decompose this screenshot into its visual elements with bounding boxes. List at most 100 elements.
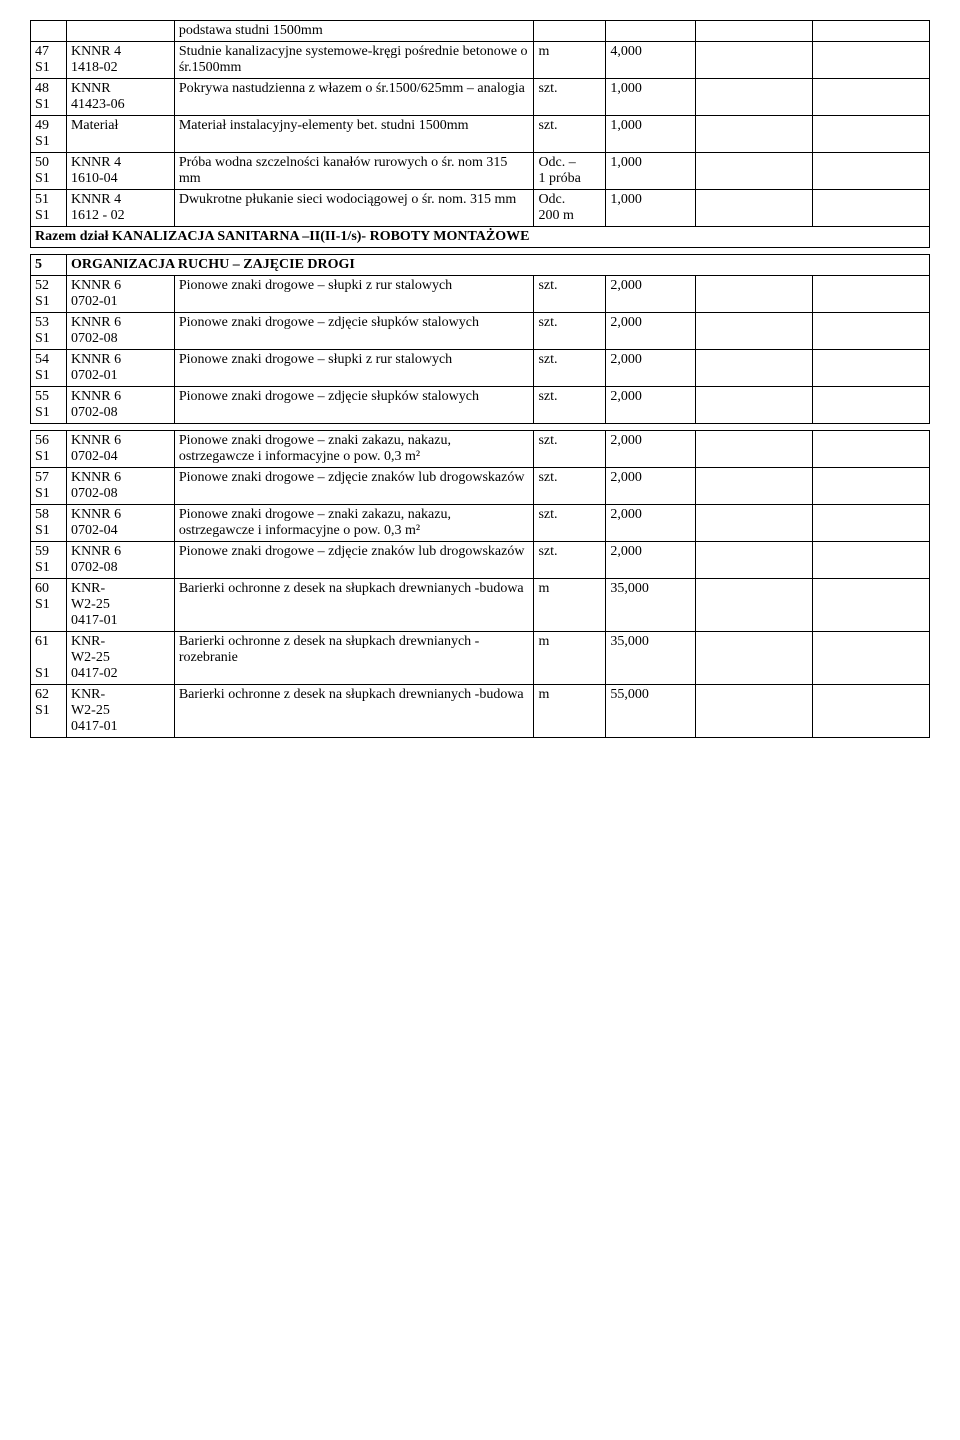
table-row: 53S1KNNR 60702-08Pionowe znaki drogowe –… [31, 313, 930, 350]
row-num: 58S1 [31, 505, 67, 542]
row-empty2 [813, 350, 930, 387]
row-code: KNNR 60702-08 [66, 313, 174, 350]
row-empty1 [696, 468, 813, 505]
row-qty: 2,000 [606, 468, 696, 505]
cost-estimate-table-3: 56S1KNNR 60702-04Pionowe znaki drogowe –… [30, 430, 930, 738]
row-empty1 [696, 313, 813, 350]
row-unit: szt. [534, 313, 606, 350]
row-empty1 [696, 21, 813, 42]
row-code: KNNR 60702-08 [66, 542, 174, 579]
row-desc: Pionowe znaki drogowe – zdjęcie znaków l… [174, 542, 534, 579]
row-qty: 35,000 [606, 579, 696, 632]
row-qty: 2,000 [606, 276, 696, 313]
row-empty1 [696, 387, 813, 424]
row-desc: Dwukrotne płukanie sieci wodociągowej o … [174, 190, 534, 227]
row-desc: Pionowe znaki drogowe – zdjęcie słupków … [174, 387, 534, 424]
row-unit: szt. [534, 350, 606, 387]
row-code [66, 21, 174, 42]
table-row: 56S1KNNR 60702-04Pionowe znaki drogowe –… [31, 431, 930, 468]
row-num: 53S1 [31, 313, 67, 350]
row-qty: 2,000 [606, 542, 696, 579]
row-unit: szt. [534, 116, 606, 153]
row-empty2 [813, 632, 930, 685]
row-code: Materiał [66, 116, 174, 153]
row-qty: 1,000 [606, 190, 696, 227]
row-empty1 [696, 350, 813, 387]
row-qty: 2,000 [606, 350, 696, 387]
row-num: 52S1 [31, 276, 67, 313]
row-code: KNR-W2-250417-01 [66, 579, 174, 632]
row-empty2 [813, 276, 930, 313]
row-qty: 4,000 [606, 42, 696, 79]
row-qty: 1,000 [606, 116, 696, 153]
table-row: 61S1KNR-W2-250417-02Barierki ochronne z … [31, 632, 930, 685]
row-empty2 [813, 42, 930, 79]
row-num: 59S1 [31, 542, 67, 579]
row-empty1 [696, 579, 813, 632]
row-code: KNNR 60702-01 [66, 276, 174, 313]
row-empty2 [813, 431, 930, 468]
row-qty: 1,000 [606, 79, 696, 116]
row-qty: 35,000 [606, 632, 696, 685]
row-qty: 2,000 [606, 387, 696, 424]
row-num: 54S1 [31, 350, 67, 387]
table-row: 62S1KNR-W2-250417-01Barierki ochronne z … [31, 685, 930, 738]
table-row: 48S1KNNR41423-06Pokrywa nastudzienna z w… [31, 79, 930, 116]
row-empty1 [696, 276, 813, 313]
table-row: podstawa studni 1500mm [31, 21, 930, 42]
row-unit: szt. [534, 79, 606, 116]
row-num: 48S1 [31, 79, 67, 116]
row-unit: szt. [534, 542, 606, 579]
table-row: 50S1KNNR 41610-04Próba wodna szczelności… [31, 153, 930, 190]
row-num [31, 21, 67, 42]
table-row: 58S1KNNR 60702-04Pionowe znaki drogowe –… [31, 505, 930, 542]
row-empty2 [813, 153, 930, 190]
row-desc: Pionowe znaki drogowe – znaki zakazu, na… [174, 431, 534, 468]
row-empty1 [696, 431, 813, 468]
row-code: KNR-W2-250417-02 [66, 632, 174, 685]
row-desc: Pionowe znaki drogowe – słupki z rur sta… [174, 276, 534, 313]
row-desc: Pokrywa nastudzienna z włazem o śr.1500/… [174, 79, 534, 116]
row-desc: podstawa studni 1500mm [174, 21, 534, 42]
row-empty1 [696, 42, 813, 79]
row-code: KNNR 60702-04 [66, 431, 174, 468]
row-empty2 [813, 21, 930, 42]
row-empty1 [696, 685, 813, 738]
row-unit: Odc.200 m [534, 190, 606, 227]
row-num: 62S1 [31, 685, 67, 738]
row-code: KNNR 41610-04 [66, 153, 174, 190]
row-unit: m [534, 685, 606, 738]
row-num: 49S1 [31, 116, 67, 153]
table-row: 54S1KNNR 60702-01Pionowe znaki drogowe –… [31, 350, 930, 387]
row-unit: szt. [534, 505, 606, 542]
table-row: 55S1KNNR 60702-08Pionowe znaki drogowe –… [31, 387, 930, 424]
row-desc: Pionowe znaki drogowe – słupki z rur sta… [174, 350, 534, 387]
row-num: 47S1 [31, 42, 67, 79]
row-qty: 1,000 [606, 153, 696, 190]
row-unit: szt. [534, 387, 606, 424]
row-num: 61S1 [31, 632, 67, 685]
table-row: 49S1MateriałMateriał instalacyjny-elemen… [31, 116, 930, 153]
row-empty1 [696, 116, 813, 153]
row-empty2 [813, 79, 930, 116]
row-empty1 [696, 505, 813, 542]
row-desc: Barierki ochronne z desek na słupkach dr… [174, 632, 534, 685]
row-qty: 2,000 [606, 313, 696, 350]
row-unit: m [534, 579, 606, 632]
section-num: 5 [31, 255, 67, 276]
row-empty1 [696, 632, 813, 685]
row-code: KNNR 60702-01 [66, 350, 174, 387]
table-row: 60S1KNR-W2-250417-01Barierki ochronne z … [31, 579, 930, 632]
row-empty2 [813, 579, 930, 632]
row-unit [534, 21, 606, 42]
row-code: KNNR 60702-04 [66, 505, 174, 542]
row-code: KNNR41423-06 [66, 79, 174, 116]
row-code: KNNR 60702-08 [66, 468, 174, 505]
row-empty1 [696, 153, 813, 190]
summary-text: Razem dział KANALIZACJA SANITARNA –II(II… [31, 227, 930, 248]
cost-estimate-table-2: 5ORGANIZACJA RUCHU – ZAJĘCIE DROGI52S1KN… [30, 254, 930, 424]
row-empty2 [813, 542, 930, 579]
row-qty: 55,000 [606, 685, 696, 738]
row-unit: m [534, 42, 606, 79]
row-unit: szt. [534, 468, 606, 505]
